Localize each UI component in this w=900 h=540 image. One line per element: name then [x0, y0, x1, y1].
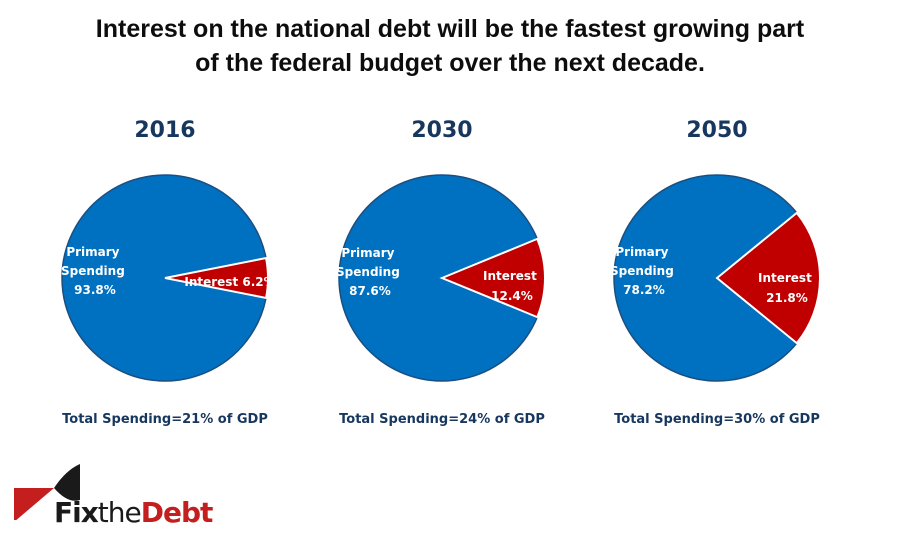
slice-primary-2016 — [61, 174, 267, 382]
total-spending-2030: Total Spending=24% of GDP — [339, 412, 545, 427]
label-primary-2016: Primary Spending 93.8% — [61, 245, 129, 297]
label-interest-2016: Interest 6.2% — [184, 275, 275, 289]
label-interest-2050: Interest 21.8% — [758, 271, 816, 305]
chart-year-2050: 2050 — [686, 118, 748, 143]
slice-interest-2030 — [439, 237, 546, 319]
chart-year-2016: 2016 — [134, 118, 196, 143]
pie-chart-2016: 2016 Primary Spending 93.8% Interest 6.2… — [40, 118, 290, 438]
title-line-2: of the federal budget over the next deca… — [195, 49, 705, 77]
pie-2050: Primary Spending 78.2% Interest 21.8% — [610, 174, 821, 382]
total-spending-2050: Total Spending=30% of GDP — [614, 412, 820, 427]
label-primary-2030: Primary Spending 87.6% — [336, 246, 404, 298]
slice-primary-2050 — [613, 174, 798, 382]
logo-text: FixtheDebt — [54, 496, 214, 529]
pie-2016: Primary Spending 93.8% Interest 6.2% — [61, 174, 276, 382]
title-line-1: Interest on the national debt will be th… — [95, 15, 805, 43]
label-interest-2030: Interest 12.4% — [483, 269, 541, 303]
logo-text-debt: Debt — [140, 496, 214, 529]
label-primary-2050: Primary Spending 78.2% — [610, 245, 678, 297]
slice-primary-2030 — [338, 174, 539, 382]
pie-2030: Primary Spending 87.6% Interest 12.4% — [336, 174, 546, 382]
pie-chart-2030: 2030 Primary Spending 87.6% Interest 12.… — [317, 118, 567, 438]
pie-chart-2050: 2050 Primary Spending 78.2% Interest 21.… — [592, 118, 842, 438]
logo-text-the: the — [97, 496, 142, 529]
logo-flag-icon — [14, 464, 80, 520]
chart-year-2030: 2030 — [411, 118, 473, 143]
slice-interest-2050 — [715, 211, 821, 345]
fix-the-debt-logo: FixtheDebt — [14, 460, 244, 530]
total-spending-2016: Total Spending=21% of GDP — [62, 412, 268, 427]
logo-text-fix: Fix — [54, 496, 99, 529]
chart-title: Interest on the national debt will be th… — [0, 12, 900, 80]
slice-interest-2016 — [164, 256, 269, 300]
